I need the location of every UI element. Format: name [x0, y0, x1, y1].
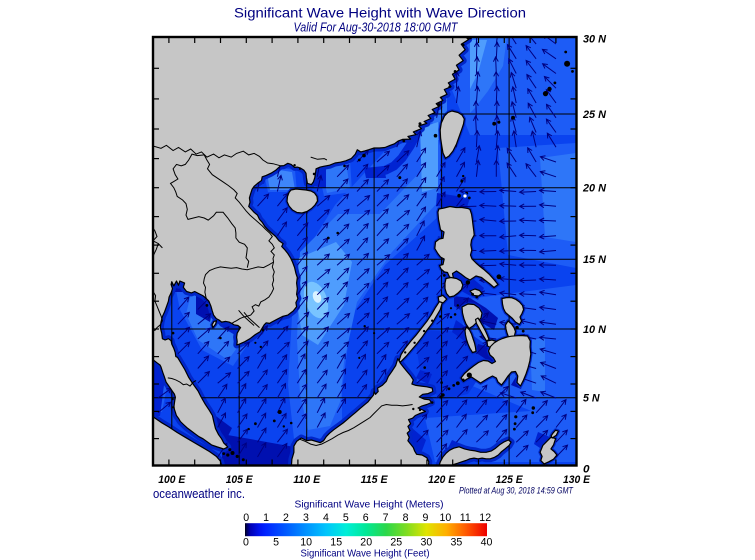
- svg-text:7: 7: [383, 512, 389, 524]
- svg-text:12: 12: [479, 512, 491, 524]
- svg-text:Valid For Aug-30-2018 18:00 GM: Valid For Aug-30-2018 18:00 GMT: [294, 20, 459, 34]
- svg-text:5 N: 5 N: [583, 393, 600, 405]
- svg-text:10: 10: [300, 537, 312, 549]
- svg-text:Significant Wave Height (Meter: Significant Wave Height (Meters): [295, 499, 444, 510]
- svg-text:25 N: 25 N: [582, 109, 607, 121]
- svg-text:Significant Wave Height (Feet): Significant Wave Height (Feet): [301, 549, 430, 560]
- svg-text:130 E: 130 E: [563, 474, 590, 486]
- svg-text:Significant Wave Height with W: Significant Wave Height with Wave Direct…: [234, 6, 526, 21]
- svg-text:15 N: 15 N: [583, 254, 607, 266]
- svg-text:6: 6: [363, 512, 369, 524]
- svg-text:125 E: 125 E: [496, 474, 523, 486]
- svg-text:30 N: 30 N: [583, 33, 607, 45]
- svg-text:25: 25: [390, 537, 402, 549]
- svg-text:oceanweather inc.: oceanweather inc.: [153, 487, 245, 501]
- svg-text:105 E: 105 E: [226, 474, 253, 486]
- svg-text:10 N: 10 N: [583, 324, 607, 336]
- svg-text:5: 5: [343, 512, 349, 524]
- svg-text:3: 3: [303, 512, 309, 524]
- svg-text:5: 5: [273, 537, 279, 549]
- svg-text:11: 11: [460, 512, 471, 524]
- svg-text:20: 20: [360, 537, 372, 549]
- svg-text:0: 0: [243, 537, 249, 549]
- svg-text:Plotted at Aug 30, 2018 14:59: Plotted at Aug 30, 2018 14:59 GMT: [459, 486, 574, 496]
- svg-text:100 E: 100 E: [158, 474, 185, 486]
- svg-text:120 E: 120 E: [428, 474, 455, 486]
- svg-text:0: 0: [243, 512, 249, 524]
- svg-text:30: 30: [421, 537, 433, 549]
- svg-text:1: 1: [263, 512, 269, 524]
- svg-text:40: 40: [481, 537, 493, 549]
- svg-text:8: 8: [403, 512, 409, 524]
- svg-text:4: 4: [323, 512, 329, 524]
- svg-text:2: 2: [283, 512, 289, 524]
- svg-text:0: 0: [583, 464, 590, 476]
- svg-text:10: 10: [440, 512, 452, 524]
- svg-text:9: 9: [423, 512, 429, 524]
- svg-text:20 N: 20 N: [582, 183, 607, 195]
- svg-text:110 E: 110 E: [293, 474, 320, 486]
- svg-text:15: 15: [330, 537, 342, 549]
- svg-text:115 E: 115 E: [361, 474, 388, 486]
- svg-text:35: 35: [451, 537, 463, 549]
